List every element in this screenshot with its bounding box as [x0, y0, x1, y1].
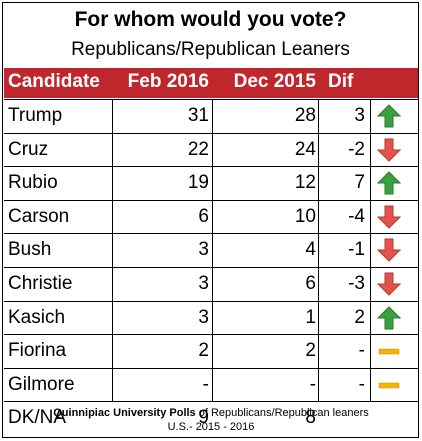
dif-cell: -4 [348, 205, 365, 227]
table-row: Fiorina 2 2 - [4, 334, 418, 367]
feb-2016-cell: 3 [198, 306, 209, 328]
candidate-cell: Trump [8, 105, 63, 126]
down-arrow-icon [376, 272, 402, 296]
candidate-cell: Bush [8, 239, 52, 261]
poll-table: For whom would you vote? Republicans/Rep… [2, 2, 419, 438]
header-candidate: Candidate [8, 71, 100, 92]
dec-2015-cell: 12 [294, 172, 316, 194]
dif-cell: -3 [348, 273, 365, 294]
table-row: Trump 31 28 3 [4, 99, 418, 132]
column-divider [212, 99, 213, 401]
up-arrow-icon [376, 104, 402, 128]
table-row: Christie 3 6 -3 [4, 267, 418, 300]
feb-2016-cell: 22 [187, 138, 209, 160]
dec-2015-cell: 2 [305, 340, 316, 362]
dif-cell: - [358, 373, 365, 395]
feb-2016-cell: 19 [187, 172, 209, 194]
dif-cell: 3 [354, 105, 365, 126]
feb-2016-cell: 2 [198, 340, 209, 362]
chart-subtitle: Republicans/Republican Leaners [71, 39, 350, 60]
flat-dash-icon [377, 373, 401, 397]
table-footer: Quinnipiac University Polls of Republica… [4, 401, 418, 438]
footer-source: Quinnipiac University Polls of Republica… [4, 407, 418, 419]
candidate-cell: Christie [8, 273, 73, 294]
table-row: Gilmore - - - [4, 367, 418, 401]
table-row: Bush 3 4 -1 [4, 233, 418, 266]
feb-2016-cell: 9 [198, 407, 209, 429]
down-arrow-icon [376, 138, 402, 162]
feb-2016-cell: 3 [198, 273, 209, 294]
candidate-cell: Carson [8, 205, 70, 227]
dec-2015-cell: 8 [305, 407, 316, 429]
candidate-cell: Cruz [8, 138, 49, 160]
candidate-cell: DK/NA [8, 407, 67, 429]
dec-2015-cell: 1 [305, 306, 316, 328]
up-arrow-icon [376, 171, 402, 195]
column-divider [112, 99, 113, 401]
down-arrow-icon [376, 205, 402, 229]
chart-title: For whom would you vote? [74, 8, 347, 31]
dif-cell: 7 [354, 172, 365, 194]
dif-cell: 2 [354, 306, 365, 328]
candidate-cell: Fiorina [8, 340, 67, 362]
dif-cell: -2 [348, 138, 365, 160]
header-dif: Dif [328, 71, 354, 92]
footer-source-bold: Quinnipiac University Polls [53, 407, 196, 419]
dec-2015-cell: 10 [294, 205, 316, 227]
column-divider [370, 99, 371, 401]
column-divider [318, 99, 319, 401]
dec-2015-cell: 6 [305, 273, 316, 294]
dif-cell: -1 [348, 239, 365, 261]
footer-source-rest: of Republicans/Republican leaners [195, 407, 369, 419]
candidate-cell: Rubio [8, 172, 58, 194]
footer-dates: U.S.- 2015 - 2016 [167, 421, 255, 433]
table-row: Rubio 19 12 7 [4, 166, 418, 199]
header-feb-2016: Feb 2016 [127, 71, 209, 92]
table-row: Carson 6 10 -4 [4, 199, 418, 233]
dec-2015-cell: 4 [305, 239, 316, 261]
dif-cell: - [358, 340, 365, 362]
candidate-cell: Gilmore [8, 373, 75, 395]
dec-2015-cell: 24 [294, 138, 316, 160]
header-dec-2015: Dec 2015 [233, 71, 316, 92]
feb-2016-cell: - [202, 373, 209, 395]
feb-2016-cell: 6 [198, 205, 209, 227]
flat-dash-icon [377, 339, 401, 363]
table-row: Kasich 3 1 2 [4, 300, 418, 334]
table-header: Candidate Feb 2016 Dec 2015 Dif [4, 68, 418, 98]
feb-2016-cell: 31 [187, 105, 209, 126]
candidate-cell: Kasich [8, 306, 66, 328]
dec-2015-cell: 28 [294, 105, 316, 126]
feb-2016-cell: 3 [198, 239, 209, 261]
down-arrow-icon [376, 238, 402, 263]
table-row: Cruz 22 24 -2 [4, 132, 418, 166]
dec-2015-cell: - [309, 373, 316, 395]
up-arrow-icon [376, 305, 402, 330]
